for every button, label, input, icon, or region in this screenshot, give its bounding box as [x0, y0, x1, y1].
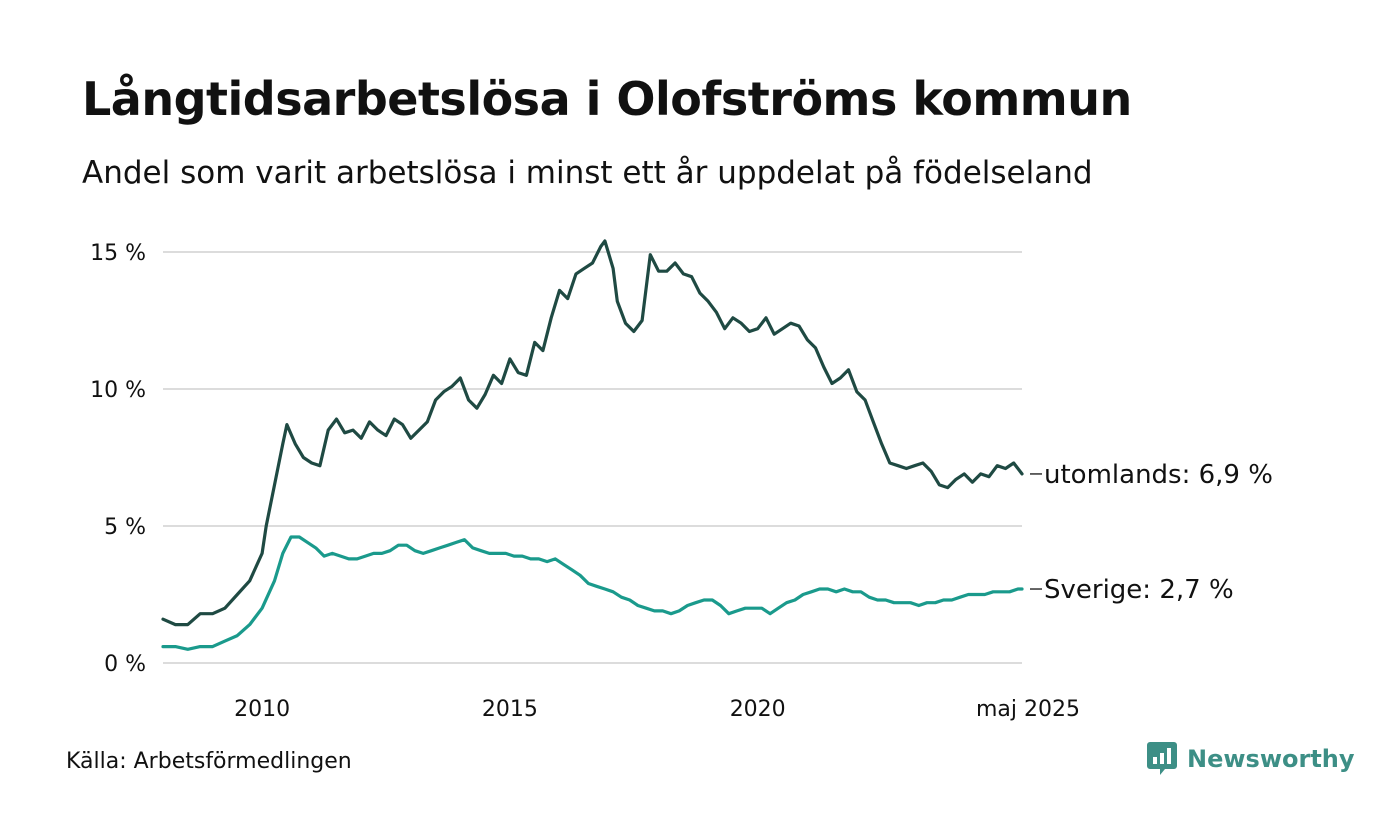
newsworthy-logo-icon [1147, 742, 1177, 775]
series-line-sverige [161, 535, 1024, 651]
chart-subtitle: Andel som varit arbetslösa i minst ett å… [82, 155, 1093, 191]
end-label-utomlands: utomlands: 6,9 % [1044, 460, 1273, 490]
y-tick-label: 0 % [104, 652, 146, 677]
gridlines [163, 251, 1022, 664]
y-axis-ticks: 0 % 5 % 10 % 15 % [90, 241, 146, 677]
chart-title: Långtidsarbetslösa i Olofströms kommun [82, 72, 1132, 126]
end-label-sverige: Sverige: 2,7 % [1044, 575, 1234, 605]
x-tick-label: 2015 [482, 697, 538, 722]
series-end-labels: utomlands: 6,9 % Sverige: 2,7 % [1030, 460, 1273, 605]
series-line-utomlands [161, 239, 1024, 627]
y-tick-label: 10 % [90, 378, 146, 403]
x-tick-label: 2010 [234, 697, 290, 722]
x-tick-label: 2020 [730, 697, 786, 722]
y-tick-label: 15 % [90, 241, 146, 266]
series-lines [161, 239, 1024, 651]
x-tick-label: maj 2025 [976, 697, 1080, 722]
x-axis-ticks: 2010 2015 2020 maj 2025 [234, 697, 1080, 722]
y-tick-label: 5 % [104, 515, 146, 540]
brand-logo: Newsworthy [1147, 742, 1355, 776]
source-note: Källa: Arbetsförmedlingen [66, 749, 352, 774]
brand-name: Newsworthy [1187, 745, 1355, 773]
